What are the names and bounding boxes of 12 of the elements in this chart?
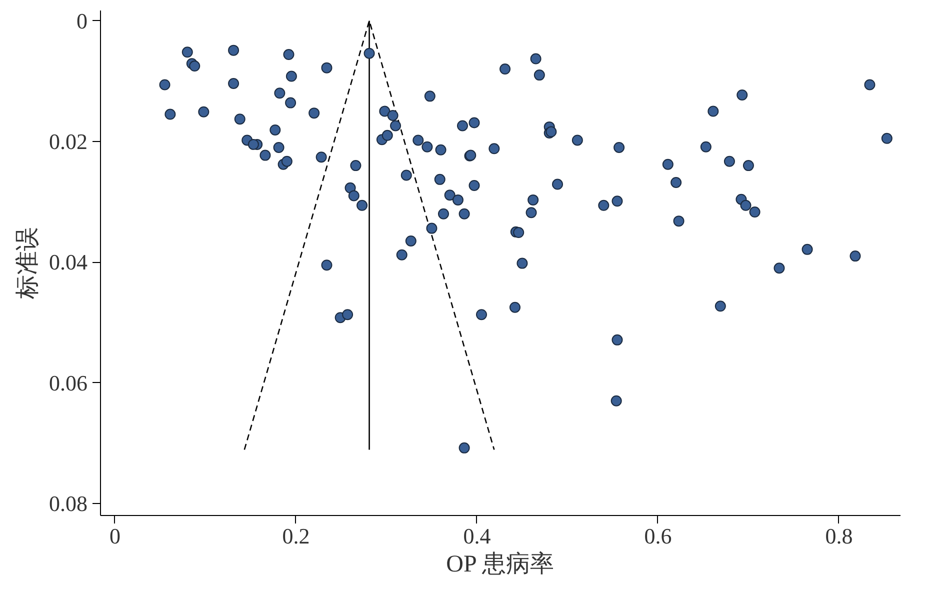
y-tick-label: 0.02 xyxy=(49,128,88,154)
x-tick-label: 0.6 xyxy=(644,524,672,548)
x-tick-label: 0.4 xyxy=(463,524,491,548)
x-tick-label: 0 xyxy=(109,524,120,548)
x-tick-label: 0.2 xyxy=(282,524,310,548)
y-tick-label: 0 xyxy=(76,8,88,34)
y-tick-label: 0.06 xyxy=(49,370,88,396)
x-tick-label: 0.8 xyxy=(825,524,853,548)
y-tick-label: 0.08 xyxy=(49,490,88,516)
y-axis-title: 标准误 xyxy=(15,227,41,300)
y-tick-label: 0.04 xyxy=(49,250,88,275)
x-axis-title: OP 患病率 xyxy=(446,550,554,578)
